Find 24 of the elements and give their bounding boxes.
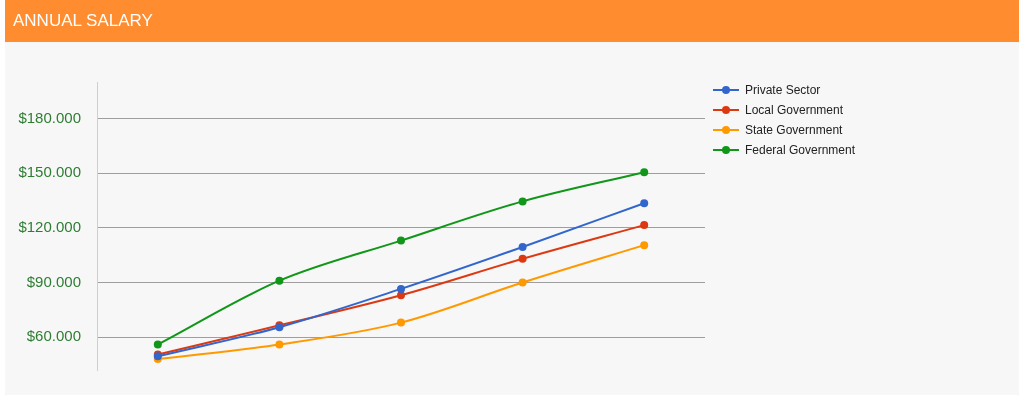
legend-label: Federal Government: [745, 143, 856, 157]
point: [518, 278, 527, 287]
point: [397, 318, 405, 327]
point: [397, 284, 405, 293]
point: [518, 242, 527, 251]
point: [640, 199, 649, 208]
point: [518, 254, 527, 263]
legend-label: Private Sector: [745, 83, 821, 97]
point: [640, 221, 649, 230]
point: [640, 241, 649, 250]
point: [275, 276, 284, 285]
point: [153, 340, 162, 349]
legend-label: Local Government: [745, 103, 844, 117]
point: [640, 168, 649, 177]
legend-label: State Government: [745, 123, 843, 137]
y-tick-label: $150.000: [18, 163, 81, 181]
y-tick-label: $60.000: [26, 327, 81, 345]
y-tick-label: $90.000: [26, 272, 81, 290]
y-tick-label: $120.000: [18, 217, 81, 235]
point: [518, 197, 527, 206]
y-tick-label: $180.000: [18, 108, 81, 126]
point: [397, 236, 405, 245]
chart-title: ANNUAL SALARY: [13, 11, 153, 30]
point: [275, 340, 284, 349]
